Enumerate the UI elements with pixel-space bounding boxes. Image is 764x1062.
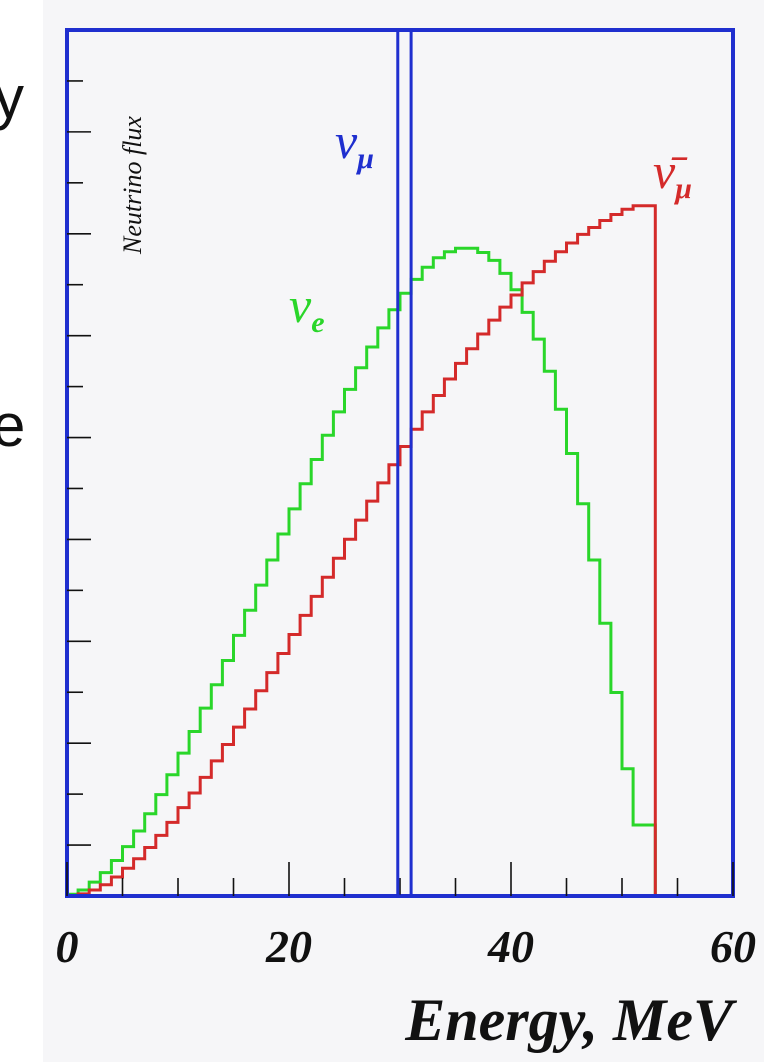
x-tick-label: 40	[487, 921, 534, 972]
slide-text-fragment-1: y	[0, 64, 24, 131]
x-tick-label: 20	[265, 921, 312, 972]
label-layer: 0 20 40 60 Energy, MeV Neutrino flux νμ ν̄μ νe	[56, 113, 757, 1053]
x-tick-label: 0	[56, 921, 79, 972]
axis-ticks	[66, 80, 734, 896]
series-nu-mu-bar	[65, 204, 657, 898]
step-line	[65, 204, 657, 898]
nu-mu-line-layer	[396, 28, 413, 898]
slide-text-fragment-3: ∧	[0, 648, 3, 682]
slide-text-fragment-2: e	[0, 392, 26, 459]
x-axis-label: Energy, MeV	[404, 987, 738, 1053]
cropped-slide-text: y e ∧	[0, 0, 43, 1062]
x-tick-label: 60	[710, 921, 756, 972]
step-line	[65, 246, 657, 896]
nu-mu-bar-label: ν̄μ	[653, 143, 692, 205]
neutrino-flux-chart: 0 20 40 60 Energy, MeV Neutrino flux νμ ν̄μ νe	[56, 28, 757, 1053]
neutrino-spectrum-figure: 0 20 40 60 Energy, MeV Neutrino flux νμ ν̄μ νe	[43, 0, 764, 1062]
series-layer	[65, 204, 657, 898]
y-axis-label: Neutrino flux	[118, 116, 147, 255]
nu-e-label: νe	[289, 277, 325, 339]
series-nu-e	[65, 246, 657, 896]
nu-mu-label: νμ	[335, 113, 374, 175]
nu-mu-monochromatic-line	[396, 28, 413, 898]
